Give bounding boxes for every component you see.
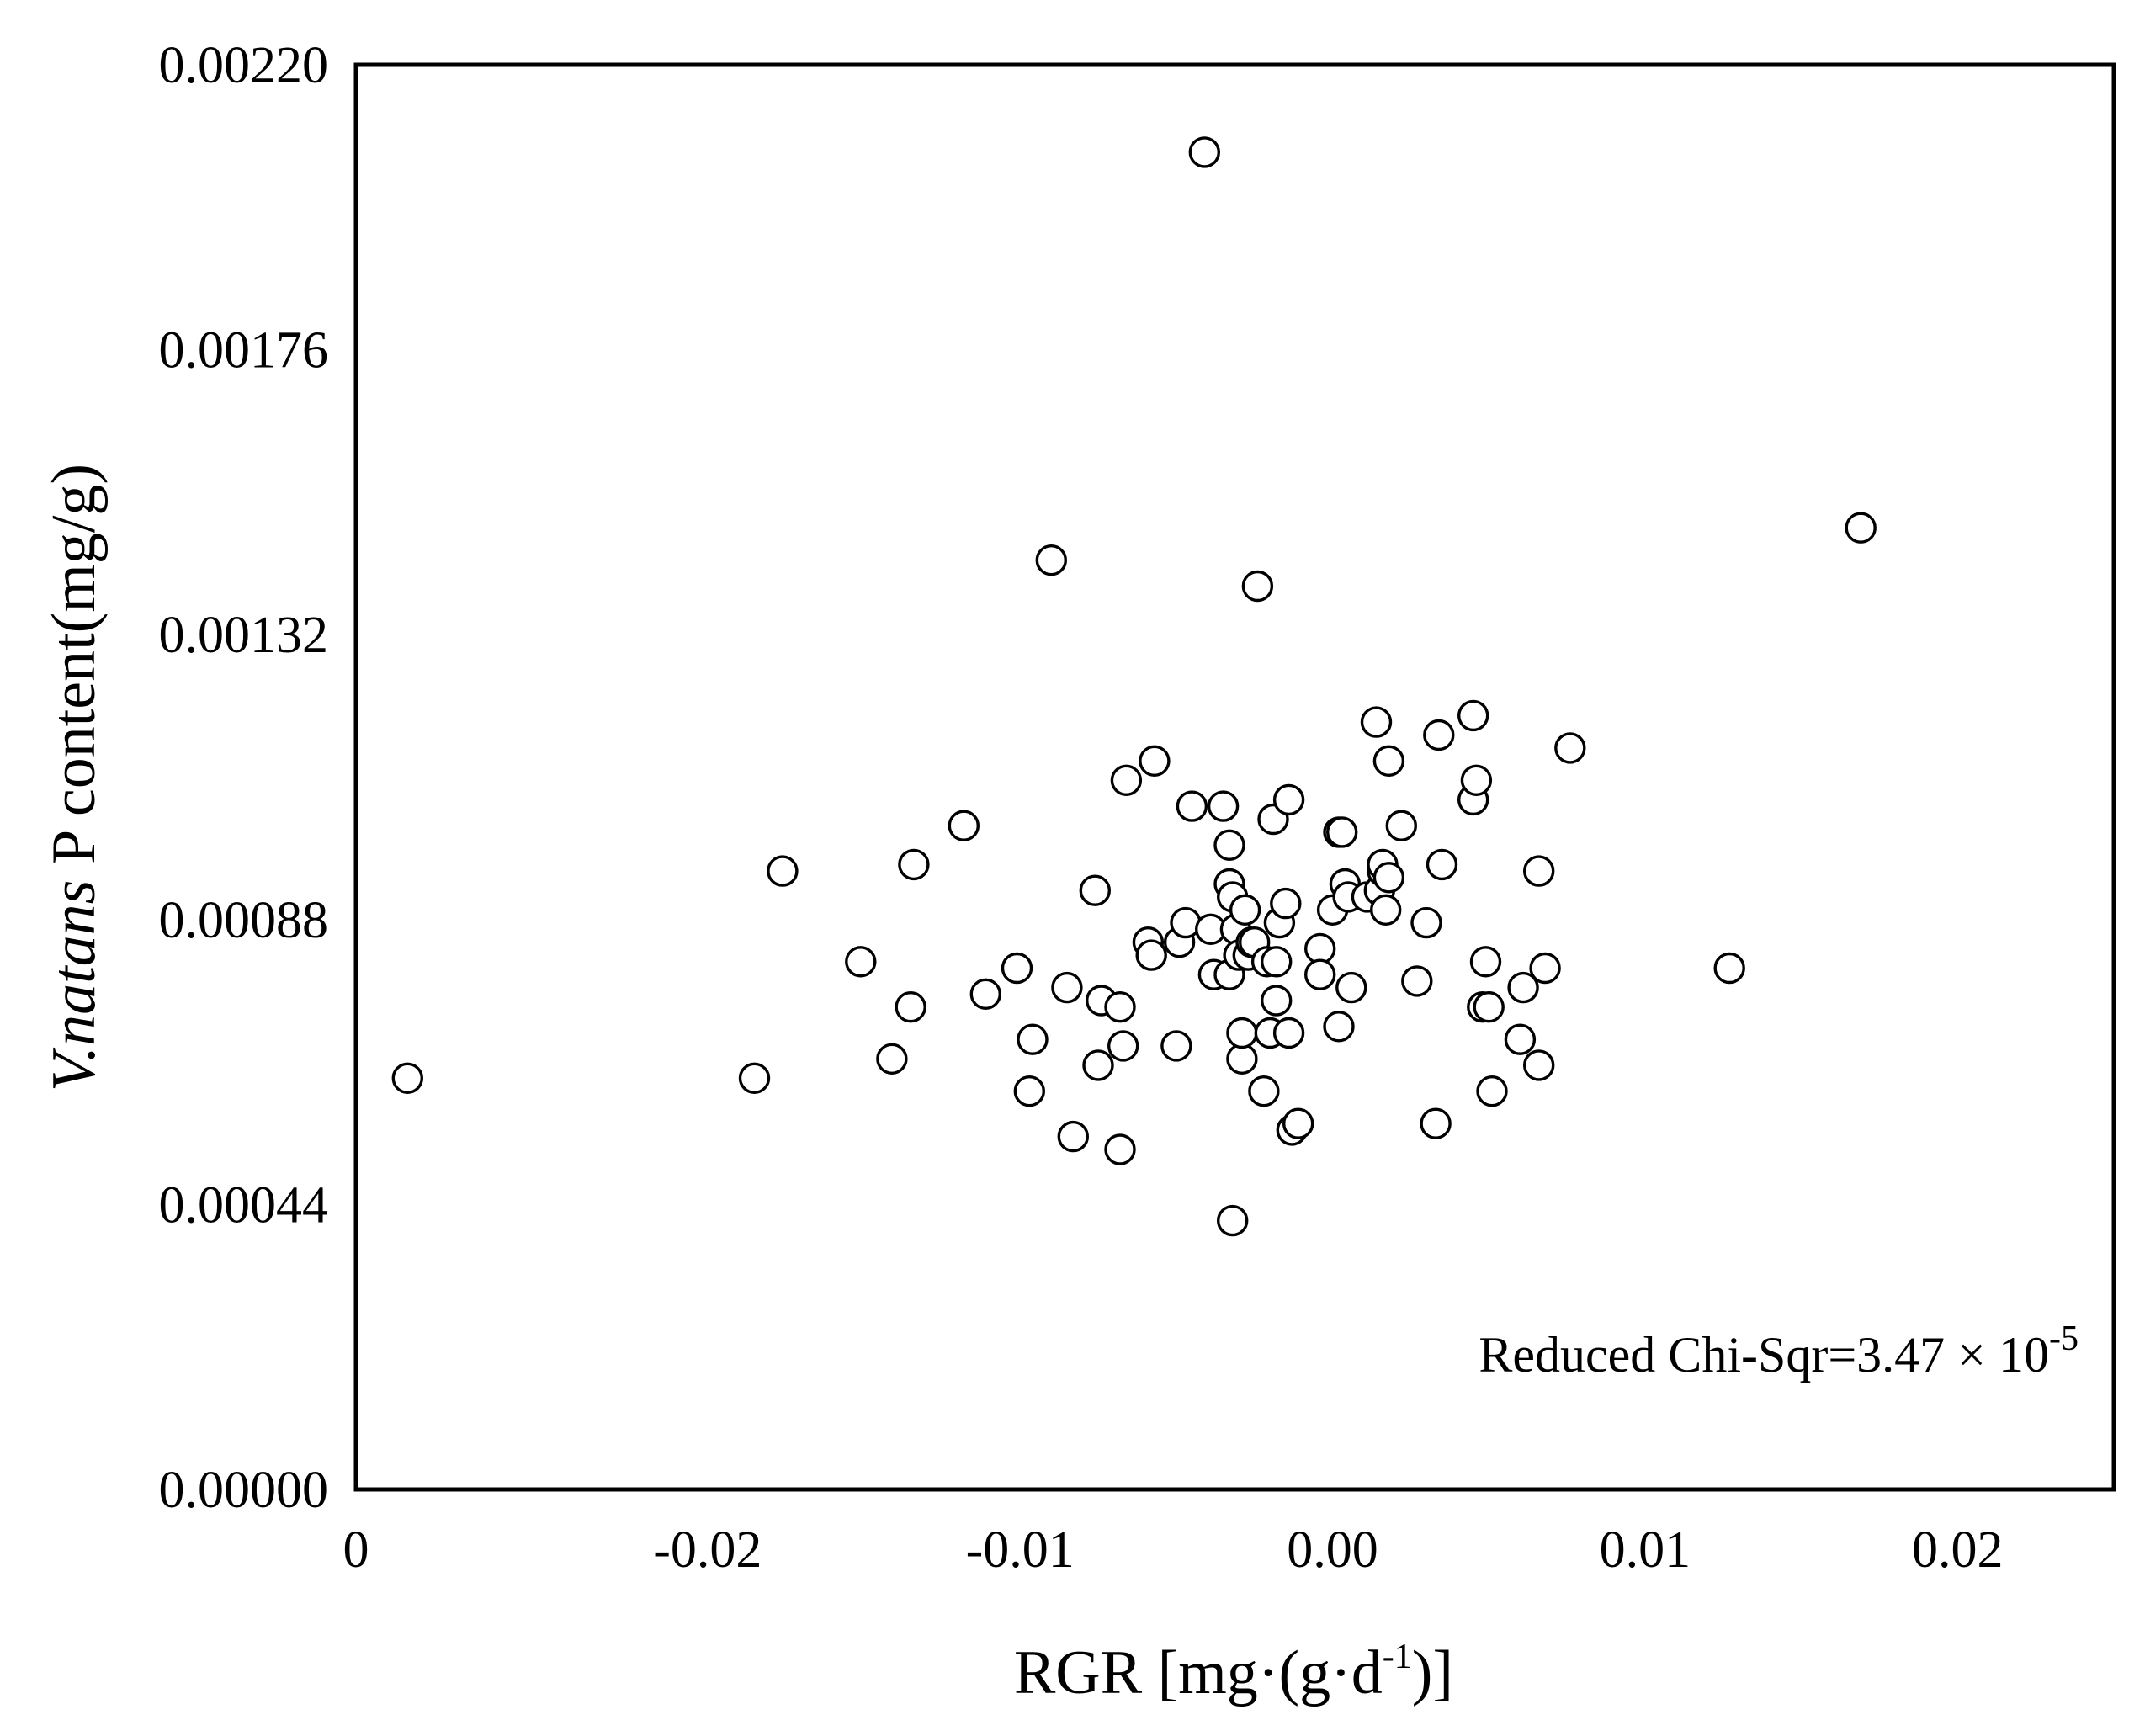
data-point xyxy=(1226,1043,1258,1075)
data-point xyxy=(1504,1023,1537,1055)
data-point xyxy=(1713,952,1745,985)
plot-area-frame xyxy=(353,62,2116,1492)
data-point xyxy=(1013,1075,1046,1107)
data-point xyxy=(1057,1120,1090,1153)
data-point xyxy=(1188,136,1221,168)
data-point xyxy=(1410,906,1442,939)
data-point xyxy=(1207,790,1240,822)
data-point xyxy=(948,810,980,841)
data-point xyxy=(391,1062,423,1095)
data-point xyxy=(1229,894,1261,926)
data-point xyxy=(1082,1049,1114,1081)
data-point xyxy=(1473,990,1505,1023)
data-point xyxy=(1216,1204,1249,1237)
data-point xyxy=(1160,1030,1192,1062)
x-tick-label: 0.02 xyxy=(1912,1521,2004,1579)
data-point xyxy=(1260,946,1293,978)
data-point xyxy=(1460,764,1493,796)
data-point xyxy=(898,848,930,881)
data-point xyxy=(1176,790,1208,822)
data-point xyxy=(1035,544,1068,576)
data-point xyxy=(1457,699,1489,732)
data-point xyxy=(1360,706,1393,738)
data-point xyxy=(1226,1017,1258,1049)
data-point xyxy=(1522,1049,1555,1081)
y-tick-label: 0.00000 xyxy=(159,1462,329,1519)
data-point xyxy=(1272,1017,1305,1049)
data-point xyxy=(1051,971,1083,1004)
data-point xyxy=(1282,1107,1314,1139)
data-point xyxy=(767,855,799,887)
data-point xyxy=(1213,829,1245,861)
data-point xyxy=(1529,952,1561,985)
data-point xyxy=(876,1043,908,1075)
data-point xyxy=(1401,965,1433,997)
data-point xyxy=(1303,932,1336,965)
data-point xyxy=(1107,1030,1139,1062)
data-point xyxy=(1135,939,1167,971)
data-point xyxy=(1139,745,1171,777)
data-point xyxy=(1270,887,1302,920)
data-points xyxy=(391,136,1877,1237)
data-point xyxy=(1272,783,1305,816)
data-point xyxy=(1110,764,1143,796)
data-point xyxy=(1423,719,1455,751)
x-tick-label: 0.00 xyxy=(1287,1521,1378,1579)
data-point xyxy=(1248,1075,1280,1107)
data-point xyxy=(845,946,877,978)
y-tick-label: 0.00044 xyxy=(159,1176,329,1234)
x-tick-label: -0.01 xyxy=(966,1521,1075,1579)
x-tick-label: 0 xyxy=(343,1521,369,1579)
data-point xyxy=(1241,570,1274,603)
data-point xyxy=(1476,1075,1508,1107)
data-point xyxy=(1372,745,1405,777)
y-tick-label: 0.00176 xyxy=(159,322,329,380)
x-tick-label: -0.02 xyxy=(653,1521,762,1579)
chi-square-annotation: Reduced Chi-Sqr=3.47 × 10-5 xyxy=(1479,1319,2079,1383)
data-point xyxy=(1385,810,1418,841)
data-point xyxy=(1369,894,1402,926)
data-point xyxy=(969,978,1002,1011)
data-point xyxy=(1372,862,1405,894)
data-point xyxy=(1323,1011,1355,1043)
data-point xyxy=(1303,958,1336,990)
data-point xyxy=(1325,816,1358,848)
data-point xyxy=(1079,874,1112,906)
data-point xyxy=(1104,1133,1136,1165)
data-point xyxy=(1420,1107,1452,1139)
data-point xyxy=(1845,512,1877,544)
data-point xyxy=(1260,985,1293,1017)
data-point xyxy=(1104,990,1136,1023)
y-tick-label: 0.00132 xyxy=(159,607,329,664)
data-point xyxy=(1335,971,1367,1004)
data-point xyxy=(1507,971,1539,1004)
x-tick-label: 0.01 xyxy=(1600,1521,1691,1579)
data-point xyxy=(1426,848,1458,881)
data-point xyxy=(1522,855,1555,887)
y-axis-ticks: 0.00000 0.00044 0.00088 0.00132 0.00176 0.002… xyxy=(159,37,329,1519)
data-point xyxy=(738,1062,771,1095)
data-point xyxy=(1001,952,1033,985)
x-axis-ticks: 0 -0.02 -0.01 0.00 0.01 0.02 xyxy=(343,1521,2004,1579)
y-tick-label: 0.00220 xyxy=(159,37,329,94)
data-point xyxy=(1554,732,1586,764)
data-point xyxy=(895,990,926,1023)
y-axis-title: V.natans P content(mg/g) xyxy=(40,464,109,1091)
y-tick-label: 0.00088 xyxy=(159,892,329,949)
x-axis-title: RGR [mg·(g·d-1)] xyxy=(1014,1638,1453,1707)
data-point xyxy=(1017,1023,1049,1055)
data-point xyxy=(1469,946,1502,978)
